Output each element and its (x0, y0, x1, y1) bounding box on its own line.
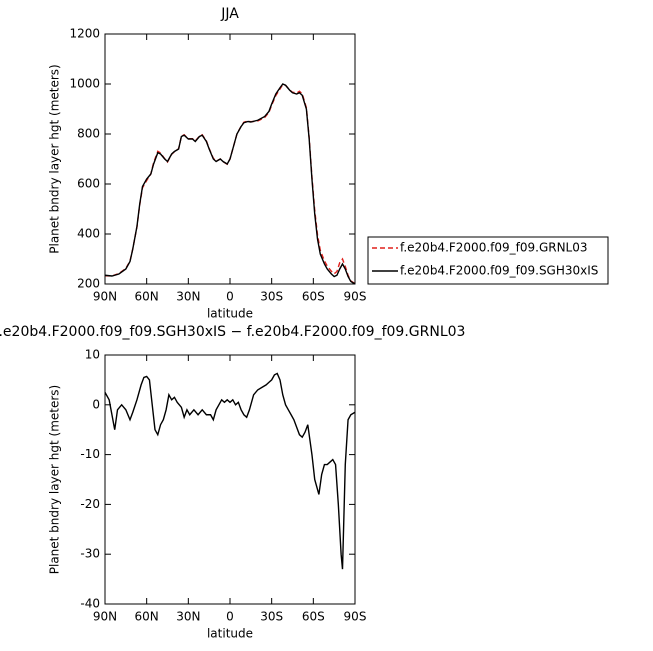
x-tick-label: 90S (344, 610, 367, 624)
x-tick-label: 60N (135, 290, 159, 304)
y-tick-label: 200 (77, 277, 100, 291)
data-line (104, 83, 356, 285)
legend-label: f.e20b4.F2000.f09_f09.GRNL03 (400, 241, 588, 255)
y-tick-label: 1000 (69, 77, 100, 91)
legend-label: f.e20b4.F2000.f09_f09.SGH30xIS (400, 264, 598, 278)
x-tick-label: 60N (135, 610, 159, 624)
plot-frame (104, 354, 356, 605)
data-line (104, 83, 356, 285)
y-tick-label: 1200 (69, 27, 100, 41)
x-axis-label: latitude (207, 307, 253, 321)
x-tick-label: 0 (226, 290, 234, 304)
x-tick-label: 30S (260, 610, 283, 624)
y-tick-label: 400 (77, 227, 100, 241)
y-tick-label: -40 (80, 597, 100, 611)
x-tick-label: 30S (260, 290, 283, 304)
x-tick-label: 90N (93, 290, 117, 304)
legend-box (367, 236, 609, 285)
data-line (104, 372, 356, 570)
y-tick-label: 10 (85, 348, 100, 362)
y-axis-label: Planet bndry layer hgt (meters) (48, 64, 62, 254)
x-tick-label: 60S (302, 610, 325, 624)
x-tick-label: 0 (226, 610, 234, 624)
x-tick-label: 30N (176, 610, 200, 624)
x-tick-label: 30N (176, 290, 200, 304)
y-tick-label: -20 (80, 497, 100, 511)
y-tick-label: 0 (92, 397, 100, 411)
y-tick-label: -30 (80, 547, 100, 561)
chart-title: JJA (220, 6, 239, 22)
x-tick-label: 90S (344, 290, 367, 304)
y-tick-label: 800 (77, 127, 100, 141)
y-tick-label: 600 (77, 177, 100, 191)
x-axis-label: latitude (207, 627, 253, 641)
y-axis-label: Planet bndry layer hgt (meters) (48, 385, 62, 575)
chart-title: f.e20b4.F2000.f09_f09.SGH30xIS − f.e20b4… (0, 324, 465, 340)
y-tick-label: -10 (80, 447, 100, 461)
x-tick-label: 60S (302, 290, 325, 304)
x-tick-label: 90N (93, 610, 117, 624)
plot-frame (104, 33, 356, 285)
